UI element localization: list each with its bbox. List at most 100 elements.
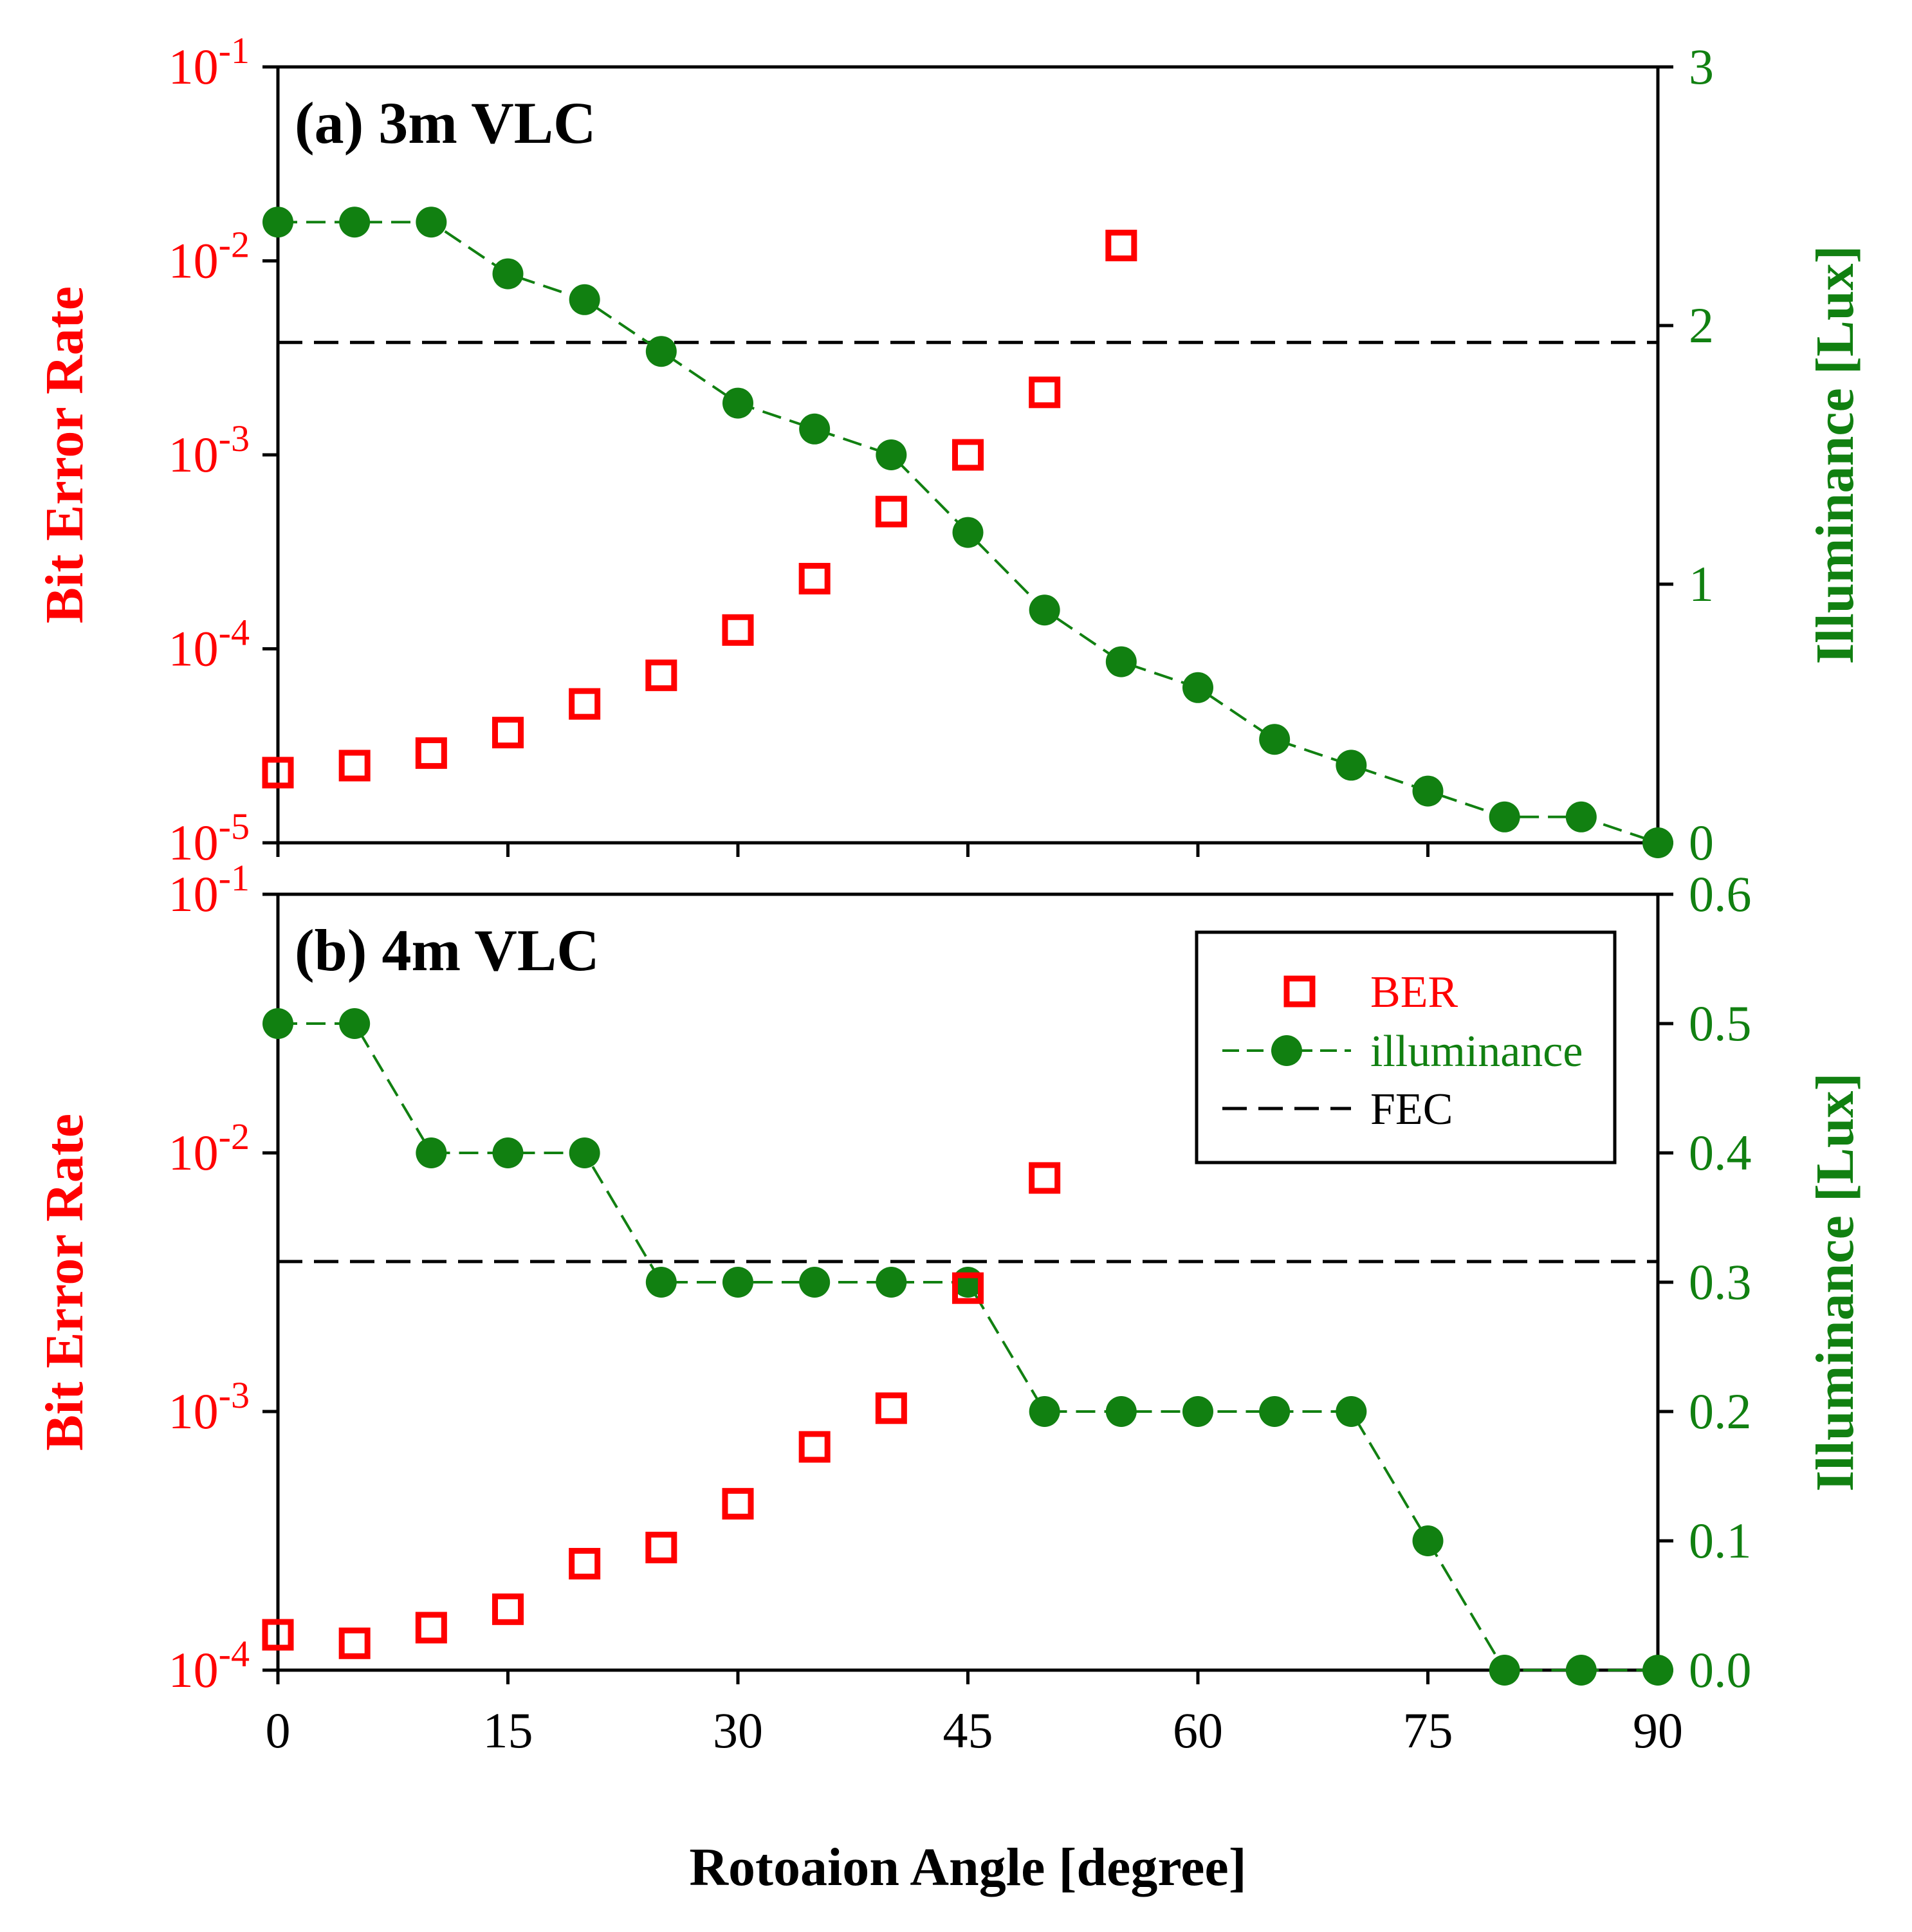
illuminance-point: [492, 258, 524, 290]
illuminance-point: [1642, 1655, 1673, 1686]
illuminance-point: [262, 207, 293, 238]
illuminance-point: [1259, 724, 1291, 755]
ber-point: [569, 1548, 601, 1580]
x-tick-label: 30: [713, 1702, 763, 1758]
illuminance-point: [1259, 1396, 1291, 1427]
illuminance-point: [1565, 801, 1597, 833]
left-tick-label: 10-1: [169, 857, 250, 922]
right-tick-label: 0: [1689, 814, 1714, 870]
panel-title: (b) 4m VLC: [295, 917, 600, 983]
illuminance-point: [799, 413, 831, 445]
right-tick-label: 0.1: [1689, 1513, 1752, 1569]
illuminance-point: [492, 1137, 524, 1168]
ber-point: [1029, 1162, 1061, 1194]
illuminance-point: [339, 1008, 371, 1039]
right-tick-label: 1: [1689, 556, 1714, 612]
ber-point: [1029, 376, 1061, 409]
illuminance-point: [1412, 1525, 1444, 1556]
ber-point: [1105, 230, 1137, 262]
legend-fec-label: FEC: [1370, 1085, 1453, 1134]
left-tick-label: 10-5: [169, 805, 250, 870]
panel-b: 10-4 10-3 10-2 10-1 0.0 0.1 0.2 0.3 0.4 0.5 0.6 0 15…: [35, 857, 1865, 1897]
ber-point: [798, 1431, 831, 1463]
legend-ber-marker: [1283, 975, 1316, 1007]
x-tick-label: 15: [483, 1702, 533, 1758]
left-tick-label: 10-1: [169, 30, 250, 95]
right-tick-label: 0.2: [1689, 1383, 1752, 1439]
right-tick-label: 0.3: [1689, 1254, 1752, 1310]
illuminance-point: [339, 207, 371, 238]
ber-point: [875, 1392, 907, 1424]
ber-point: [262, 1619, 294, 1651]
left-axis-title: Bit Error Rate: [35, 1114, 95, 1451]
right-tick-label: 3: [1689, 39, 1714, 95]
ber-point: [492, 1593, 524, 1625]
legend-ber-label: BER: [1370, 968, 1458, 1017]
illuminance-point: [1412, 775, 1444, 807]
x-tick-label: 45: [943, 1702, 993, 1758]
illuminance-point: [645, 336, 677, 367]
ber-point: [875, 495, 907, 528]
illuminance-point: [1105, 1396, 1137, 1427]
right-tick-label: 0.5: [1689, 995, 1752, 1051]
x-tick-label: 75: [1403, 1702, 1453, 1758]
illuminance-point: [645, 1267, 677, 1298]
ber-point: [645, 659, 677, 692]
left-tick-label: 10-3: [169, 1374, 250, 1439]
x-tick-label: 60: [1173, 1702, 1223, 1758]
ber-point: [952, 439, 984, 471]
illuminance-point: [1029, 1396, 1060, 1427]
right-axis-title: Illuminance [Lux]: [1805, 245, 1865, 664]
ber-point: [262, 757, 294, 789]
left-tick-label: 10-3: [169, 418, 250, 483]
illuminance-point: [416, 1137, 447, 1168]
illuminance-point: [722, 387, 753, 419]
right-tick-label: 2: [1689, 297, 1714, 353]
illuminance-point: [1336, 1396, 1367, 1427]
legend-illuminance-marker: [1271, 1035, 1302, 1066]
illuminance-point: [1029, 594, 1060, 626]
legend-illuminance-label: illuminance: [1370, 1027, 1583, 1076]
x-tick-label: 90: [1633, 1702, 1683, 1758]
illuminance-point: [1642, 827, 1673, 858]
illuminance-point: [876, 1267, 907, 1298]
illuminance-point: [876, 439, 907, 470]
illuminance-point: [1182, 672, 1213, 703]
ber-point: [492, 717, 524, 749]
illuminance-point: [1336, 750, 1367, 781]
ber-point: [952, 1272, 984, 1304]
x-tick-label: 0: [266, 1702, 291, 1758]
left-tick-label: 10-2: [169, 1116, 250, 1181]
illuminance-point: [799, 1267, 831, 1298]
right-tick-label: 0.6: [1689, 866, 1752, 922]
illuminance-point: [1565, 1655, 1597, 1686]
ber-point: [722, 614, 754, 646]
illuminance-point: [722, 1267, 753, 1298]
illuminance-point: [952, 517, 984, 548]
legend: BER illuminance FEC: [1195, 930, 1617, 1164]
right-tick-label: 0.0: [1689, 1642, 1752, 1698]
ber-point: [415, 737, 447, 769]
left-axis-title: Bit Error Rate: [35, 286, 95, 623]
ber-point: [798, 562, 831, 594]
left-tick-label: 10-2: [169, 224, 250, 289]
panel-a: 10-5 10-4 10-3 10-2 10-1 0 1 2 3 Bit Error Rate Il…: [35, 30, 1865, 870]
left-tick-label: 10-4: [169, 1633, 250, 1698]
ber-point: [338, 1627, 371, 1659]
x-axis-title: Rotoaion Angle [degree]: [689, 1837, 1246, 1897]
illuminance-point: [1489, 1655, 1520, 1686]
ber-point: [338, 750, 371, 782]
right-tick-label: 0.4: [1689, 1125, 1752, 1181]
ber-point: [645, 1531, 677, 1563]
illuminance-point: [1489, 801, 1520, 833]
right-axis-title: Illuminance [Lux]: [1805, 1072, 1865, 1491]
legend-box: [1195, 930, 1617, 1164]
ber-point: [722, 1487, 754, 1520]
ber-point: [569, 688, 601, 720]
illuminance-point: [1182, 1396, 1213, 1427]
illuminance-point: [1105, 646, 1137, 677]
ber-point: [415, 1612, 447, 1644]
illuminance-point: [569, 284, 600, 315]
